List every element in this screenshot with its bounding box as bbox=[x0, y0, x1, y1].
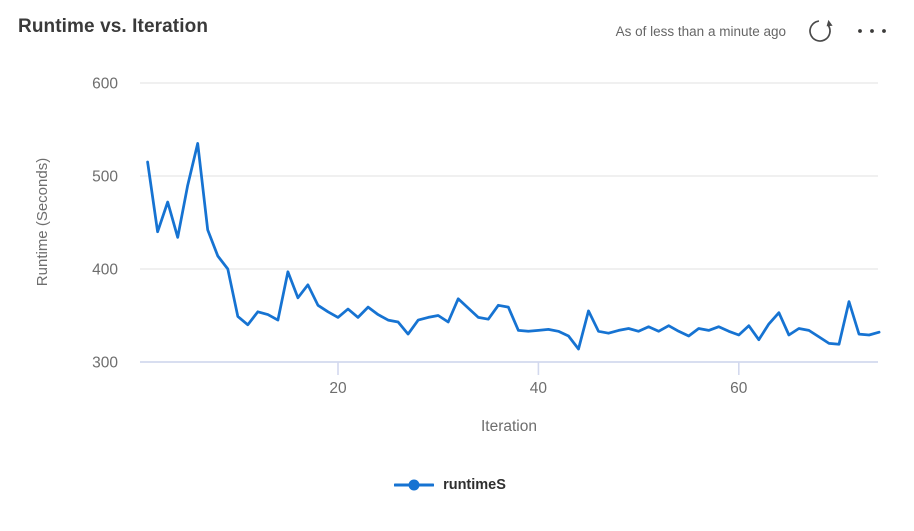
legend-series-label: runtimeS bbox=[443, 477, 506, 493]
runtime-series-line bbox=[146, 142, 881, 351]
y-tick-label: 600 bbox=[92, 76, 118, 93]
more-options-button[interactable] bbox=[854, 25, 890, 37]
x-tick-label: 60 bbox=[730, 380, 748, 397]
y-tick-label: 500 bbox=[92, 169, 118, 186]
refresh-button[interactable] bbox=[804, 15, 836, 47]
card-header: Runtime vs. Iteration As of less than a … bbox=[0, 0, 914, 56]
header-actions: As of less than a minute ago bbox=[616, 14, 890, 48]
y-axis-title: Runtime (Seconds) bbox=[34, 157, 51, 287]
refresh-icon bbox=[809, 19, 833, 42]
y-tick-label: 300 bbox=[92, 355, 118, 372]
ellipsis-icon bbox=[858, 29, 886, 33]
freshness-text: As of less than a minute ago bbox=[615, 23, 786, 39]
chart-legend: runtimeS bbox=[0, 477, 900, 493]
legend-series-marker-icon bbox=[394, 479, 435, 491]
x-axis-title: Iteration bbox=[480, 418, 537, 435]
y-tick-label: 400 bbox=[92, 262, 118, 279]
legend-item-runtimeS[interactable]: runtimeS bbox=[394, 477, 506, 493]
x-tick-label: 20 bbox=[329, 380, 347, 397]
x-tick-label: 40 bbox=[530, 380, 548, 397]
chart-title: Runtime vs. Iteration bbox=[18, 16, 209, 37]
